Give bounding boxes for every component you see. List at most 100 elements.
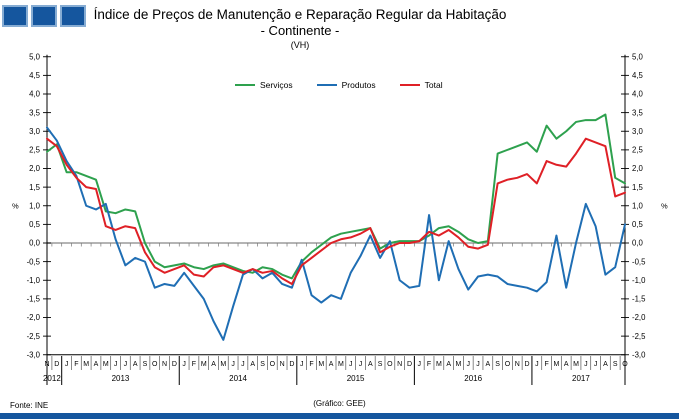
svg-text:J: J <box>65 361 69 368</box>
total-line-swatch <box>399 83 420 87</box>
svg-text:-0,5: -0,5 <box>27 257 41 266</box>
logo-square <box>2 5 28 27</box>
svg-text:4,0: 4,0 <box>29 90 41 99</box>
svg-text:F: F <box>544 361 548 368</box>
svg-text:N: N <box>280 361 285 368</box>
svg-text:2015: 2015 <box>347 374 365 383</box>
svg-text:J: J <box>300 361 304 368</box>
svg-text:A: A <box>133 361 138 368</box>
svg-text:M: M <box>573 361 579 368</box>
svg-text:S: S <box>495 361 500 368</box>
svg-text:A: A <box>94 361 99 368</box>
svg-text:A: A <box>564 361 569 368</box>
credit-note: (Gráfico: GEE) <box>313 399 366 408</box>
svg-text:F: F <box>74 361 78 368</box>
svg-text:O: O <box>152 361 158 368</box>
svg-text:1,5: 1,5 <box>632 183 644 192</box>
svg-text:A: A <box>603 361 608 368</box>
svg-text:0,5: 0,5 <box>29 220 41 229</box>
svg-text:-1,5: -1,5 <box>632 295 646 304</box>
svg-text:A: A <box>211 361 216 368</box>
svg-text:N: N <box>162 361 167 368</box>
svg-text:-2,5: -2,5 <box>27 332 41 341</box>
svg-text:M: M <box>83 361 89 368</box>
svg-text:-0,5: -0,5 <box>632 257 646 266</box>
svg-text:3,5: 3,5 <box>29 108 41 117</box>
svg-text:J: J <box>594 361 598 368</box>
legend-item-produtos: Produtos <box>316 80 376 90</box>
svg-text:M: M <box>456 361 462 368</box>
svg-text:0,5: 0,5 <box>632 220 644 229</box>
svg-text:2,5: 2,5 <box>632 146 644 155</box>
svg-text:0,0: 0,0 <box>632 239 644 248</box>
svg-text:D: D <box>289 361 294 368</box>
svg-text:J: J <box>241 361 245 368</box>
svg-text:2013: 2013 <box>112 374 130 383</box>
legend-label: Total <box>424 80 443 90</box>
svg-text:2,0: 2,0 <box>632 164 644 173</box>
svg-text:J: J <box>535 361 539 368</box>
svg-text:2016: 2016 <box>464 374 482 383</box>
svg-text:S: S <box>378 361 383 368</box>
svg-text:2014: 2014 <box>229 374 247 383</box>
chart-legend: Serviços Produtos Total <box>235 80 443 90</box>
svg-text:F: F <box>309 361 313 368</box>
svg-text:A: A <box>368 361 373 368</box>
svg-text:A: A <box>250 361 255 368</box>
svg-text:M: M <box>103 361 109 368</box>
svg-text:A: A <box>329 361 334 368</box>
svg-text:M: M <box>338 361 344 368</box>
svg-text:J: J <box>349 361 353 368</box>
svg-text:N: N <box>44 361 49 368</box>
svg-text:-3,0: -3,0 <box>632 350 646 359</box>
svg-text:2,0: 2,0 <box>29 164 41 173</box>
svg-text:3,0: 3,0 <box>632 127 644 136</box>
svg-text:D: D <box>54 361 59 368</box>
svg-text:-3,0: -3,0 <box>27 350 41 359</box>
svg-text:-2,0: -2,0 <box>27 313 41 322</box>
svg-text:O: O <box>505 361 511 368</box>
svg-text:O: O <box>270 361 276 368</box>
svg-text:%: % <box>12 201 19 210</box>
svg-text:-2,0: -2,0 <box>632 313 646 322</box>
svg-text:2,5: 2,5 <box>29 146 41 155</box>
svg-text:N: N <box>397 361 402 368</box>
svg-text:J: J <box>359 361 363 368</box>
chart-unit-label: (VH) <box>290 40 310 50</box>
svg-text:1,0: 1,0 <box>632 201 644 210</box>
svg-text:5,0: 5,0 <box>29 52 41 61</box>
svg-text:A: A <box>446 361 451 368</box>
svg-text:1,5: 1,5 <box>29 183 41 192</box>
svg-text:2012: 2012 <box>43 374 61 383</box>
legend-item-total: Total <box>399 80 443 90</box>
svg-text:J: J <box>418 361 422 368</box>
svg-text:-1,0: -1,0 <box>632 276 646 285</box>
chart-title: Índice de Preços de Manutenção e Reparaç… <box>93 7 507 22</box>
svg-text:J: J <box>231 361 235 368</box>
svg-text:D: D <box>525 361 530 368</box>
svg-text:-1,0: -1,0 <box>27 276 41 285</box>
svg-text:A: A <box>486 361 491 368</box>
footer-brand-bar <box>0 413 679 419</box>
svg-text:S: S <box>613 361 618 368</box>
svg-text:J: J <box>124 361 128 368</box>
svg-text:J: J <box>114 361 118 368</box>
svg-text:M: M <box>436 361 442 368</box>
legend-label: Produtos <box>341 80 376 90</box>
logo-square <box>31 5 57 27</box>
svg-text:D: D <box>172 361 177 368</box>
svg-text:O: O <box>622 361 628 368</box>
svg-text:3,5: 3,5 <box>632 108 644 117</box>
svg-text:M: M <box>318 361 324 368</box>
source-note: Fonte: INE <box>10 401 49 410</box>
legend-label: Serviços <box>260 80 293 90</box>
svg-text:-1,5: -1,5 <box>27 295 41 304</box>
servicos-line-swatch <box>235 83 255 87</box>
svg-text:J: J <box>182 361 186 368</box>
svg-text:4,5: 4,5 <box>632 71 644 80</box>
chart-subtitle: - Continente - <box>260 23 340 38</box>
svg-text:M: M <box>220 361 226 368</box>
svg-text:D: D <box>407 361 412 368</box>
